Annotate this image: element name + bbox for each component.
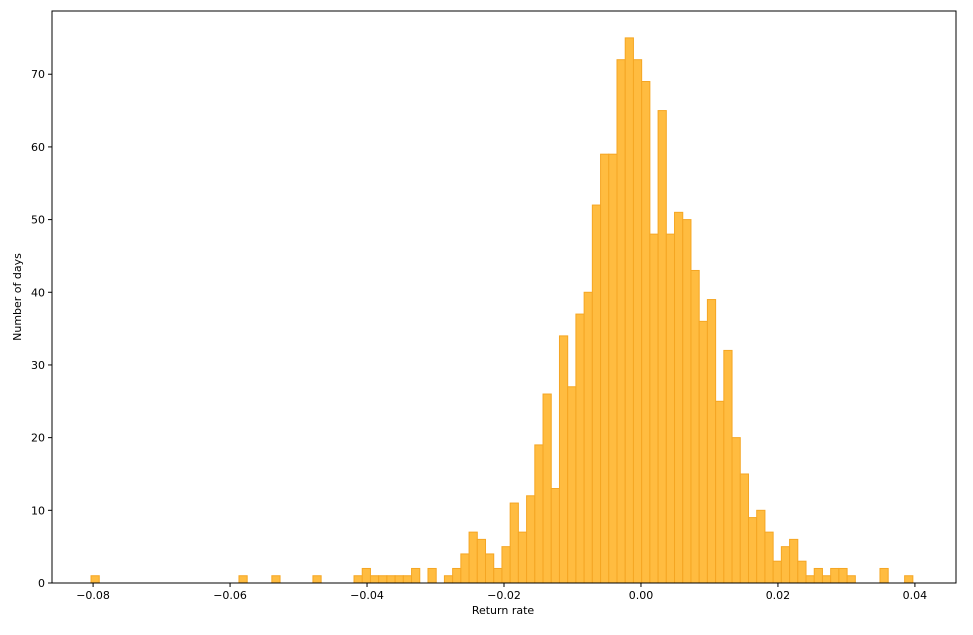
y-tick-label: 30 [31,359,45,372]
y-tick-label: 70 [31,68,45,81]
bar [493,567,503,584]
bar [805,575,815,584]
bar [706,299,717,584]
bar [764,531,774,584]
bar [476,538,487,584]
bar [90,575,100,584]
bar [460,553,470,584]
x-tick-label: 0.04 [903,589,928,602]
bar [715,400,725,584]
bar [361,567,371,584]
bar [567,386,577,584]
bar [501,546,511,584]
x-tick-label: −0.06 [213,589,247,602]
bar [821,575,832,584]
bar [632,59,643,584]
bar [780,546,791,584]
bar [641,81,651,584]
x-tick-label: 0.00 [629,589,654,602]
bar [657,110,667,584]
x-tick-label: −0.08 [76,589,110,602]
y-tick-label: 10 [31,504,45,517]
plot-frame [51,10,957,584]
bar [386,575,396,584]
y-tick-label: 40 [31,286,45,299]
bar [797,560,807,584]
bar [879,567,889,584]
bar [649,233,659,584]
bar [739,473,749,584]
bar [665,233,676,584]
bar [830,567,840,584]
bar [509,502,519,584]
bar [411,567,421,584]
bar [690,269,700,584]
bar [904,575,914,584]
bar [378,575,388,584]
bar [772,560,782,584]
y-tick-label: 60 [31,141,45,154]
bar [485,553,495,584]
bar [608,153,618,584]
bar [682,219,692,584]
bar [271,575,281,584]
y-tick-label: 50 [31,214,45,227]
bar [558,335,569,584]
bar [583,291,593,584]
bar [616,59,626,584]
bar [452,567,462,584]
bar [624,37,634,584]
bar [526,495,536,584]
y-tick-label: 0 [38,577,45,590]
bar [747,517,758,584]
bar [369,575,380,584]
bar [238,575,248,584]
bar [542,393,552,584]
bar [723,349,733,584]
bar [427,567,437,584]
bar [402,575,413,584]
bar [575,313,585,584]
bar [846,575,856,584]
bar [838,567,848,584]
x-axis-label: Return rate [472,604,535,617]
bar [600,153,610,584]
bar [550,488,560,584]
bar [534,444,544,584]
bar [468,531,478,584]
bar [756,509,766,584]
bar [443,575,454,584]
x-tick-label: −0.02 [487,589,521,602]
bar [394,575,404,584]
bar [731,437,741,584]
x-tick-label: 0.02 [766,589,791,602]
bar [813,567,823,584]
y-tick-label: 20 [31,432,45,445]
bar [789,538,799,584]
bar [674,211,684,584]
bar [591,204,602,584]
bar [312,575,322,584]
x-tick-label: −0.04 [350,589,384,602]
bar [353,575,363,584]
y-axis-label: Number of days [11,253,24,341]
bar [517,531,528,584]
bar [698,320,708,584]
